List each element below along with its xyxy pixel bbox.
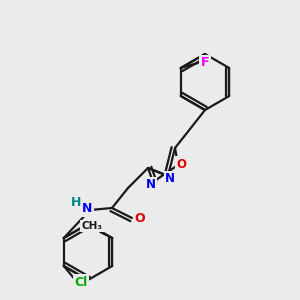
Text: N: N — [146, 178, 156, 191]
Text: H: H — [71, 196, 81, 209]
Text: F: F — [200, 56, 209, 70]
Text: CH₃: CH₃ — [82, 221, 103, 231]
Text: Cl: Cl — [74, 275, 87, 289]
Text: O: O — [176, 158, 186, 170]
Text: O: O — [135, 212, 145, 226]
Text: N: N — [82, 202, 92, 215]
Text: N: N — [165, 172, 175, 185]
